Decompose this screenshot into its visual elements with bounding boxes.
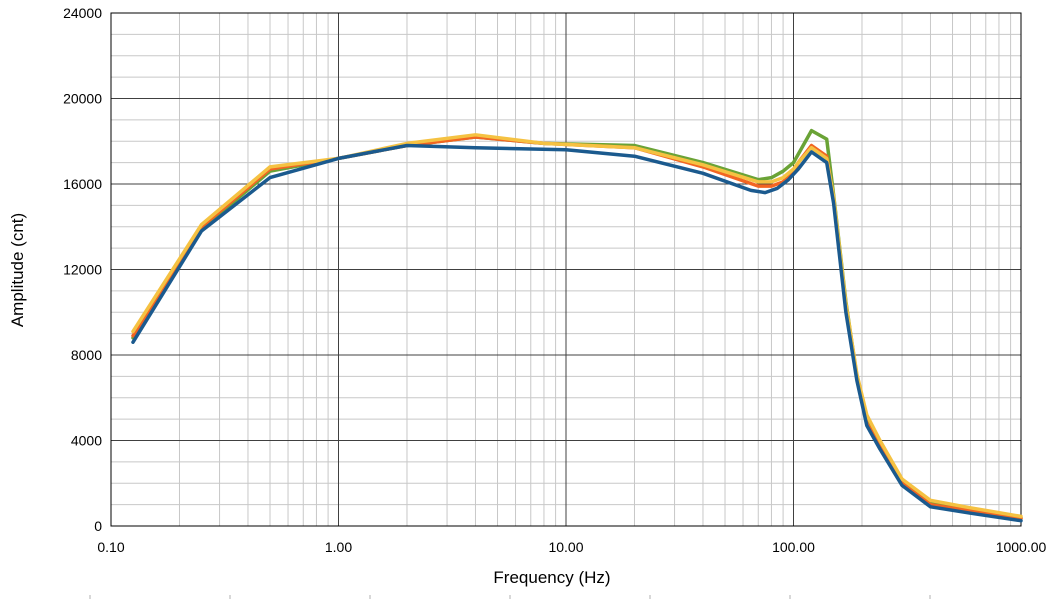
x-tick-label: 100.00 — [772, 539, 815, 555]
y-tick-label: 24000 — [63, 5, 102, 21]
x-tick-label: 0.10 — [97, 539, 124, 555]
y-tick-label: 12000 — [63, 262, 102, 278]
y-tick-label: 0 — [94, 518, 102, 534]
y-axis-tick-labels: 0 4000 8000 12000 16000 20000 24000 — [63, 5, 102, 534]
y-axis-title: Amplitude (cnt) — [8, 213, 27, 327]
x-tick-label: 10.00 — [548, 539, 583, 555]
bottom-edge-marks — [89, 595, 931, 599]
series-lines — [131, 128, 1023, 523]
x-tick-label: 1.00 — [325, 539, 352, 555]
plot-area-border — [110, 12, 1022, 527]
x-tick-label: 1000.00 — [996, 539, 1047, 555]
series-line-4 — [131, 143, 1023, 523]
x-axis-tick-labels: 0.10 1.00 10.00 100.00 1000.00 — [97, 539, 1046, 555]
series-line-3 — [131, 133, 1023, 519]
y-tick-label: 16000 — [63, 176, 102, 192]
x-axis-title: Frequency (Hz) — [493, 568, 610, 587]
y-tick-label: 8000 — [71, 347, 102, 363]
y-tick-label: 4000 — [71, 433, 102, 449]
y-tick-label: 20000 — [63, 91, 102, 107]
